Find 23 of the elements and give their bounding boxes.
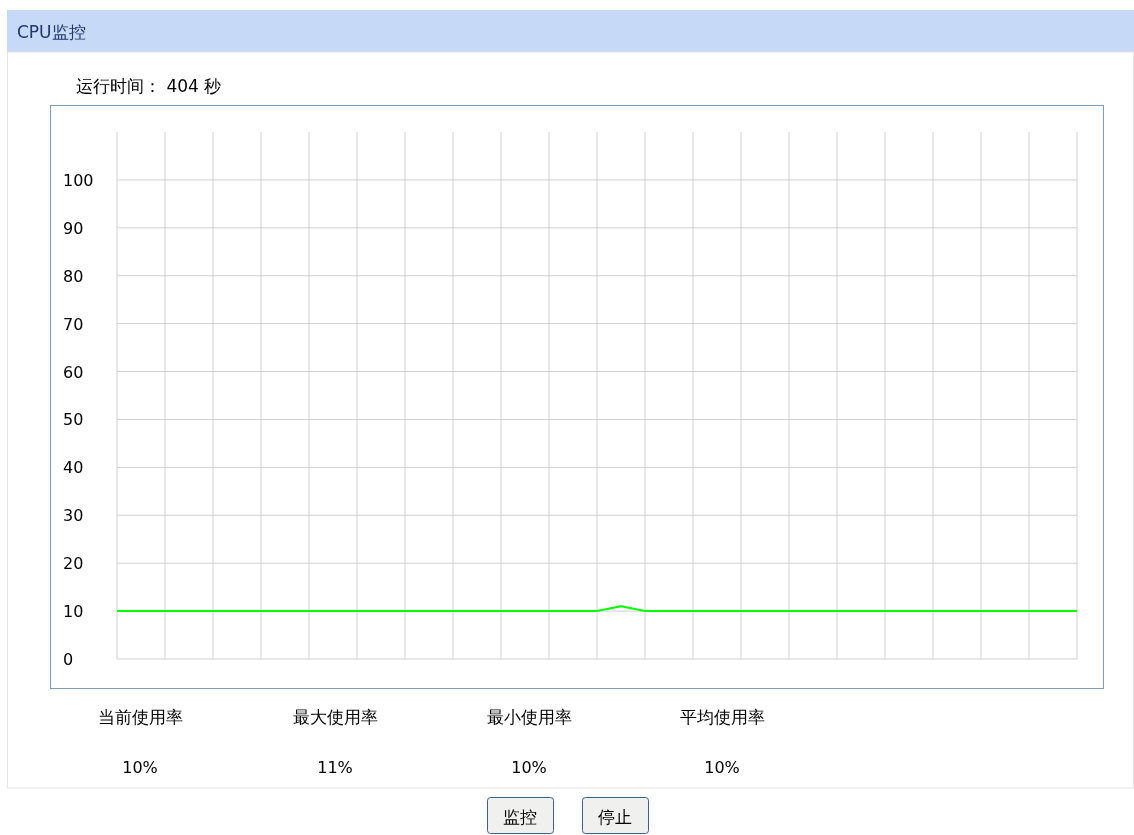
text: 10% — [122, 758, 158, 777]
y-tick-label: 100 — [63, 170, 94, 190]
y-tick-label: 80 — [63, 266, 84, 286]
chart-title: CPU监控 — [17, 22, 86, 42]
y-tick-label: 10 — [63, 602, 84, 622]
y-tick-label: 50 — [63, 410, 84, 430]
button: 监控 — [487, 797, 554, 834]
y-tick-label: 20 — [63, 554, 84, 574]
text: 运行时间： 404 秒 — [76, 76, 222, 96]
button: 停止 — [582, 797, 649, 834]
y-tick-label: 30 — [63, 506, 84, 526]
y-tick-label: 40 — [63, 458, 84, 478]
text: 10% — [704, 758, 740, 777]
text: 最小使用率 — [486, 707, 572, 727]
text: 10% — [511, 758, 547, 777]
y-tick-label: 70 — [63, 314, 84, 334]
text: 11% — [317, 758, 353, 777]
text: 最大使用率 — [292, 707, 378, 727]
y-tick-label: 90 — [63, 218, 84, 238]
y-tick-label: 60 — [63, 362, 84, 382]
text: 当前使用率 — [97, 707, 183, 727]
y-tick-label: 0 — [63, 650, 74, 669]
text: 平均使用率 — [679, 707, 765, 727]
